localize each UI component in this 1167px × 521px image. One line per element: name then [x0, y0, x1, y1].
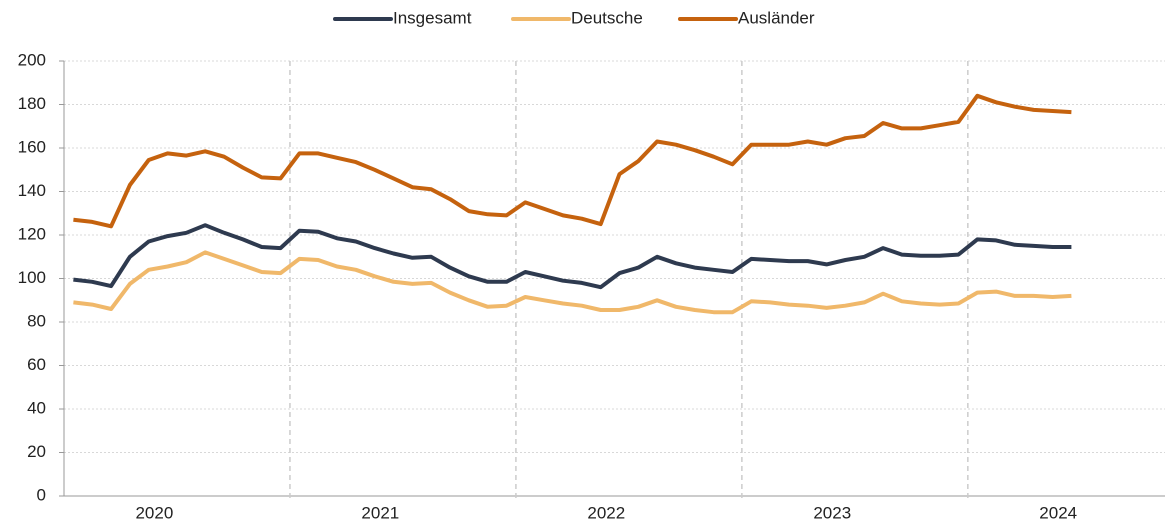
series-line — [73, 223, 1072, 290]
x-tick-label: 2022 — [587, 503, 625, 521]
x-tick-label: 2024 — [1039, 503, 1077, 521]
y-tick-label: 80 — [27, 311, 46, 330]
x-tick-label: 2021 — [361, 503, 399, 521]
series-line — [73, 93, 1072, 229]
y-tick-label: 60 — [27, 355, 46, 374]
legend-label: Insgesamt — [393, 8, 472, 27]
y-tick-label: 120 — [18, 224, 46, 243]
x-tick-label: 2023 — [813, 503, 851, 521]
y-tick-label: 180 — [18, 94, 46, 113]
y-tick-label: 100 — [18, 268, 46, 287]
y-tick-label: 160 — [18, 137, 46, 156]
y-tick-label: 20 — [27, 442, 46, 461]
legend-label: Ausländer — [738, 8, 815, 27]
y-tick-label: 0 — [37, 485, 46, 504]
legend-label: Deutsche — [571, 8, 643, 27]
y-tick-label: 140 — [18, 181, 46, 200]
y-tick-label: 40 — [27, 398, 46, 417]
y-tick-label: 200 — [18, 50, 46, 69]
series-line — [73, 250, 1072, 315]
x-tick-label: 2020 — [135, 503, 173, 521]
